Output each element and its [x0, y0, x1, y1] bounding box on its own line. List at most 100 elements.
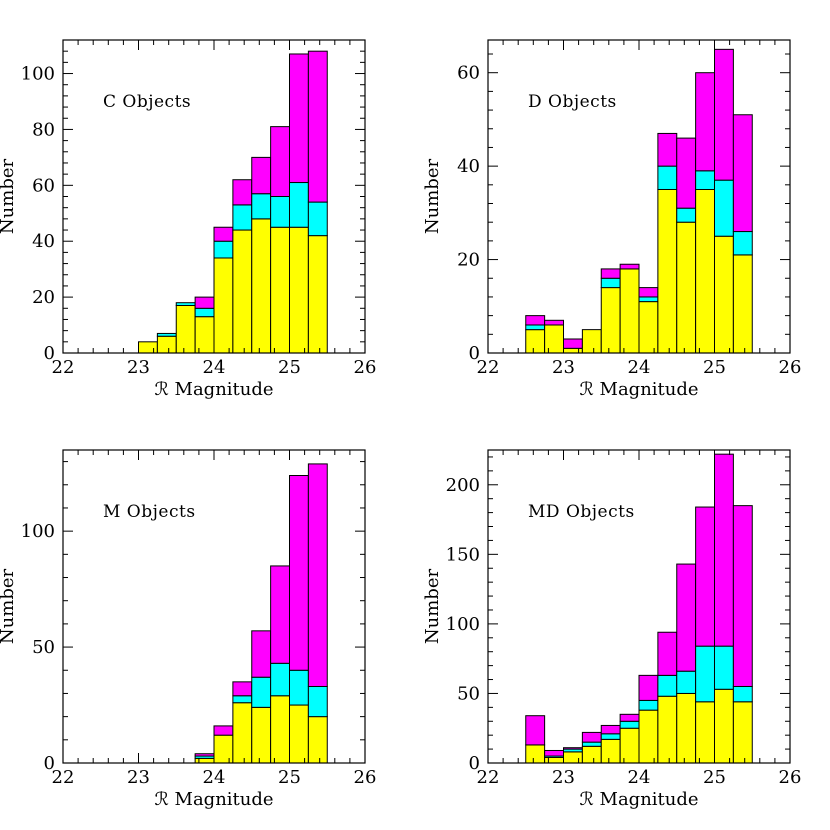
bar-cyan — [714, 179, 734, 237]
bar-cyan — [638, 699, 659, 711]
x-tick-label: 22 — [52, 767, 75, 788]
bar-magenta — [619, 713, 640, 722]
y-tick-label: 0 — [469, 753, 480, 774]
bar-magenta — [657, 132, 678, 167]
bar-yellow — [194, 316, 215, 354]
bar-yellow — [175, 304, 196, 354]
panel-label: MD Objects — [528, 502, 635, 522]
bar-magenta — [544, 749, 565, 757]
y-tick-label: 40 — [32, 231, 55, 252]
bar-yellow — [251, 218, 272, 354]
bar-cyan — [581, 741, 602, 747]
bar-magenta — [600, 724, 621, 735]
bar-magenta — [695, 72, 716, 172]
bar-magenta — [676, 563, 697, 672]
x-tick-label: 25 — [703, 357, 726, 378]
bar-cyan — [638, 296, 659, 303]
bar-yellow — [657, 695, 678, 764]
bar-yellow — [732, 254, 753, 354]
bar-yellow — [581, 745, 602, 764]
bar-yellow — [251, 706, 272, 764]
y-tick-label: 0 — [469, 343, 480, 364]
x-tick-label: 25 — [278, 767, 301, 788]
bar-yellow — [714, 688, 734, 764]
y-tick-label: 60 — [457, 63, 480, 84]
bar-yellow — [600, 287, 621, 354]
bar-yellow — [307, 716, 328, 764]
panel-m-objects: 22 23 24 25 26 0 50 100 ℛ Magnitude Number M Objec… — [0, 449, 377, 810]
bar-yellow — [525, 744, 546, 764]
x-tick-label: 26 — [354, 767, 377, 788]
y-tick-label: 80 — [32, 119, 55, 140]
bar-magenta — [581, 731, 602, 743]
bar-magenta — [307, 463, 328, 687]
bar-yellow — [695, 188, 716, 354]
x-axis-label: ℛ Magnitude — [154, 379, 273, 400]
bar-yellow — [138, 341, 158, 354]
bar-cyan — [676, 670, 697, 694]
x-tick-label: 26 — [354, 357, 377, 378]
x-tick-label: 23 — [552, 767, 575, 788]
bar-magenta — [213, 725, 234, 736]
bar-magenta — [232, 681, 253, 697]
y-tick-label: 60 — [32, 175, 55, 196]
bar-cyan — [695, 170, 716, 190]
panel-c-objects: 22 23 24 25 26 0 20 40 60 80 100 ℛ Magnitude Number C… — [0, 39, 377, 400]
bar-yellow — [544, 756, 565, 764]
bar-yellow — [619, 268, 640, 354]
bar-magenta — [251, 630, 272, 678]
y-axis-label: Number — [422, 159, 443, 235]
bar-cyan — [732, 685, 753, 703]
x-tick-label: 24 — [203, 767, 226, 788]
bar-yellow — [232, 229, 253, 354]
x-tick-label: 23 — [127, 767, 150, 788]
x-tick-label: 25 — [703, 767, 726, 788]
bar-magenta — [525, 315, 546, 326]
bar-magenta — [232, 179, 253, 206]
bar-magenta — [270, 126, 291, 197]
y-tick-label: 20 — [32, 287, 55, 308]
bar-cyan — [732, 231, 753, 256]
bar-magenta — [714, 48, 734, 181]
bar-cyan — [695, 645, 716, 703]
panel-d-objects: 22 23 24 25 26 0 20 40 60 ℛ Magnitude Number D Obje… — [422, 39, 801, 400]
y-tick-label: 50 — [457, 683, 480, 704]
y-tick-label: 100 — [21, 521, 55, 542]
x-tick-label: 25 — [278, 357, 301, 378]
bar-magenta — [289, 53, 309, 184]
panel-label: M Objects — [103, 502, 196, 522]
y-axis-label: Number — [0, 569, 18, 645]
panel-label: C Objects — [103, 92, 191, 112]
bar-cyan — [600, 733, 621, 740]
bar-cyan — [289, 182, 309, 228]
bar-yellow — [289, 226, 309, 354]
bar-yellow — [619, 727, 640, 764]
bar-yellow — [657, 188, 678, 354]
y-tick-label: 100 — [446, 614, 480, 635]
x-axis-label: ℛ Magnitude — [579, 379, 698, 400]
bar-yellow — [695, 701, 716, 764]
x-tick-label: 23 — [127, 357, 150, 378]
bar-magenta — [563, 747, 583, 750]
x-tick-label: 22 — [477, 357, 500, 378]
bar-yellow — [600, 738, 621, 764]
bar-magenta — [307, 50, 328, 203]
x-tick-label: 24 — [203, 357, 226, 378]
bar-cyan — [175, 302, 196, 306]
y-tick-label: 40 — [457, 156, 480, 177]
x-tick-label: 22 — [52, 357, 75, 378]
bar-magenta — [638, 287, 659, 298]
bar-yellow — [563, 751, 583, 764]
bar-yellow — [232, 702, 253, 764]
bar-magenta — [714, 453, 734, 647]
bar-magenta — [600, 268, 621, 279]
bar-cyan — [232, 204, 253, 231]
bar-magenta — [619, 263, 640, 270]
bar-yellow — [732, 701, 753, 764]
bar-yellow — [289, 704, 309, 764]
bar-magenta — [194, 753, 215, 757]
bar-cyan — [251, 676, 272, 708]
bar-yellow — [270, 226, 291, 354]
bar-cyan — [676, 207, 697, 223]
bar-cyan — [619, 720, 640, 729]
